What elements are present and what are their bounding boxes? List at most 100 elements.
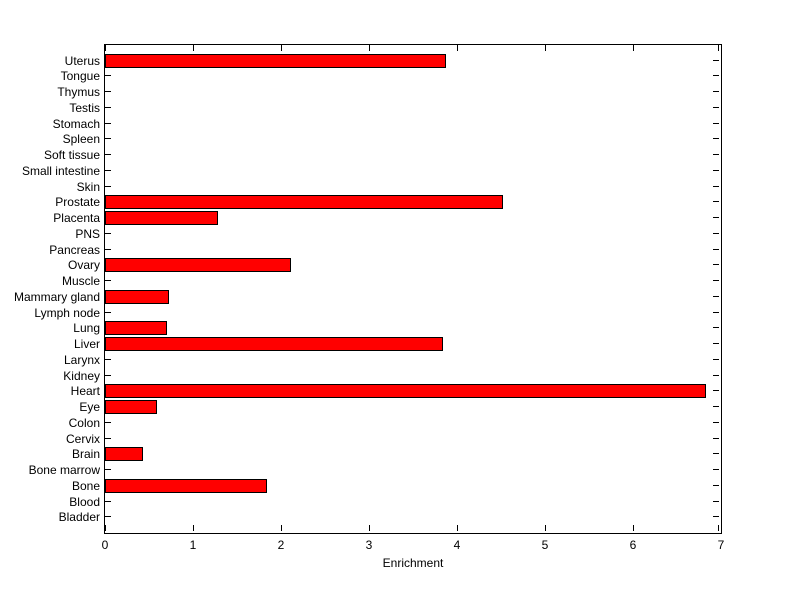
y-tick-label: Testis [69,100,100,115]
y-axis-tick-right [713,280,719,282]
y-tick-label: Skin [76,179,100,194]
y-axis-tick-left [105,75,111,77]
x-axis-tick-top [105,45,106,51]
x-axis-tick-top [456,45,458,51]
y-tick-label: Bone [71,478,100,493]
y-tick-label: Prostate [55,195,100,210]
x-axis-tick-bottom [280,525,282,531]
y-tick-label: Bone marrow [28,463,100,478]
y-axis-tick-right [713,154,719,156]
y-axis-tick-right [713,232,719,234]
y-axis-tick-right [713,484,719,486]
y-tick-label: Lymph node [34,305,100,320]
y-axis-tick-right [713,311,719,313]
bar-lung [105,321,167,336]
y-tick-label: Ovary [67,258,100,273]
y-tick-label: Placenta [53,211,100,226]
y-axis-tick-right [713,343,719,345]
y-axis-tick-right [713,295,719,297]
y-axis-tick-right [713,437,719,439]
y-tick-label: Colon [68,415,100,430]
x-tick-label: 3 [365,538,373,552]
y-axis-tick-right [713,390,719,392]
bar-liver [105,337,443,352]
y-tick-label: Pancreas [49,242,100,257]
bar-mammary-gland [105,289,170,304]
y-axis-tick-right [713,327,719,329]
y-axis-tick-left [105,358,111,360]
y-axis-tick-left [105,169,111,171]
y-axis-tick-right [713,358,719,360]
y-axis-tick-left [105,248,111,250]
y-axis-tick-left [105,185,111,187]
y-tick-label: Soft tissue [43,148,100,163]
y-axis-tick-right [713,138,719,140]
y-axis-tick-left [105,516,111,518]
y-axis-tick-right [713,469,719,471]
x-tick-label: 1 [189,538,197,552]
y-tick-label: Stomach [52,116,100,131]
y-axis-tick-left [105,311,111,313]
y-tick-label: Tongue [60,69,100,84]
y-axis-tick-left [105,106,111,108]
bar-placenta [105,211,218,226]
bar-brain [105,447,143,462]
y-axis-tick-right [713,75,719,77]
y-tick-label: Mammary gland [13,289,100,304]
x-tick-label: 6 [629,538,637,552]
y-axis-tick-right [713,185,719,187]
y-axis-tick-left [105,500,111,502]
x-axis-tick-bottom [192,525,194,531]
plot-area [104,44,722,534]
x-axis-tick-top [632,45,634,51]
y-axis-tick-left [105,154,111,156]
x-axis-tick-bottom [105,525,106,531]
y-tick-label: Larynx [63,352,100,367]
x-axis-tick-bottom [368,525,370,531]
y-axis-tick-right [713,201,719,203]
y-tick-label: Lung [73,321,100,336]
y-axis-tick-right [713,169,719,171]
y-axis-tick-right [713,374,719,376]
x-tick-label: 0 [101,538,109,552]
bar-bone [105,478,267,493]
y-axis-tick-right [713,106,719,108]
y-tick-label: Thymus [57,85,100,100]
x-axis-tick-bottom [544,525,546,531]
y-axis-tick-right [713,421,719,423]
y-tick-label: Spleen [62,132,100,147]
x-axis-tick-bottom [456,525,458,531]
y-axis-tick-left [105,232,111,234]
y-tick-label: Uterus [64,53,100,68]
y-tick-label: Liver [73,337,100,352]
y-tick-label: Blood [69,494,100,509]
y-tick-label: Heart [70,384,100,399]
y-axis-tick-right [713,500,719,502]
y-axis-tick-right [713,406,719,408]
y-tick-label: Brain [71,447,100,462]
x-axis-tick-top [368,45,370,51]
y-axis-tick-left [105,421,111,423]
x-axis-title: Enrichment [382,556,444,570]
x-axis-tick-top [280,45,282,51]
bar-prostate [105,195,503,210]
y-tick-label: Cervix [65,431,100,446]
y-axis-tick-left [105,437,111,439]
y-axis-tick-right [713,516,719,518]
y-axis-tick-right [713,122,719,124]
x-axis-tick-top [192,45,194,51]
y-axis-tick-right [713,59,719,61]
y-axis-tick-left [105,91,111,93]
y-axis-tick-left [105,374,111,376]
y-axis-tick-right [713,453,719,455]
x-tick-label: 5 [541,538,549,552]
x-axis-tick-top [718,45,719,51]
y-axis-tick-left [105,138,111,140]
y-tick-label: Muscle [61,274,100,289]
x-tick-label: 4 [453,538,461,552]
y-tick-label: Small intestine [21,163,100,178]
y-axis-tick-left [105,122,111,124]
y-axis-tick-right [713,248,719,250]
bar-ovary [105,258,291,273]
